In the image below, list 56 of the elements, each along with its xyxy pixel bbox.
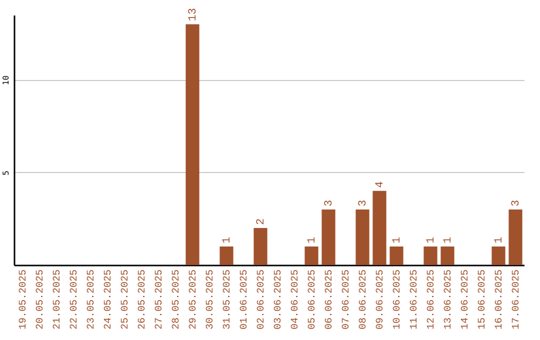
x-tick-label: 16.06.2025 <box>494 270 506 330</box>
x-tick-label: 03.06.2025 <box>274 270 284 330</box>
x-tick-label: 22.05.2025 <box>70 270 80 330</box>
x-tick-label: 23.05.2025 <box>86 270 98 330</box>
x-tick-label: 20.05.2025 <box>36 270 46 330</box>
bar <box>220 246 234 265</box>
bar <box>304 246 318 265</box>
x-tick-label: 09.06.2025 <box>376 270 386 330</box>
x-tick-label: 25.05.2025 <box>120 270 132 330</box>
data-label: 3 <box>358 200 370 206</box>
x-tick-label: 05.06.2025 <box>308 270 318 330</box>
x-tick-label: 11.06.2025 <box>410 270 420 330</box>
x-tick-label: 31.05.2025 <box>222 270 234 330</box>
data-label: 1 <box>442 236 454 244</box>
data-label: 3 <box>510 200 522 206</box>
x-tick-label: 14.06.2025 <box>460 270 472 330</box>
bar <box>424 246 438 265</box>
y-tick-label: 5 <box>2 170 10 176</box>
bar <box>390 246 404 265</box>
x-tick-label: 13.06.2025 <box>444 270 454 330</box>
x-tick-label: 08.06.2025 <box>358 270 370 330</box>
data-label: 13 <box>188 8 200 22</box>
data-label: 1 <box>222 236 234 244</box>
data-label: 4 <box>374 180 386 188</box>
data-label: 1 <box>306 236 318 244</box>
x-tick-label: 04.06.2025 <box>290 270 302 330</box>
x-tick-label: 01.06.2025 <box>240 270 250 330</box>
x-tick-label: 30.05.2025 <box>206 270 216 330</box>
x-tick-label: 06.06.2025 <box>324 270 336 330</box>
bar <box>186 24 200 265</box>
x-tick-label: 24.05.2025 <box>104 270 114 330</box>
x-tick-label: 21.05.2025 <box>52 270 64 330</box>
x-tick-label: 28.05.2025 <box>172 270 182 330</box>
x-tick-label: 29.05.2025 <box>188 270 200 330</box>
x-tick-label: 17.06.2025 <box>512 270 522 330</box>
x-tick-label: 07.06.2025 <box>342 270 352 330</box>
y-tick-label: 10 <box>2 75 10 86</box>
x-tick-label: 26.05.2025 <box>138 270 148 330</box>
data-label: 3 <box>324 200 336 206</box>
x-tick-label: 02.06.2025 <box>256 270 268 330</box>
x-tick-label: 27.05.2025 <box>154 270 166 330</box>
bar <box>254 228 268 265</box>
bar <box>492 246 506 265</box>
x-tick-label: 10.06.2025 <box>392 270 404 330</box>
data-label: 1 <box>392 236 404 244</box>
bar <box>440 246 454 265</box>
bar <box>356 209 370 265</box>
data-label: 1 <box>426 236 438 244</box>
bar <box>372 190 386 265</box>
data-label: 2 <box>256 218 268 225</box>
bar <box>508 209 522 265</box>
x-tick-label: 12.06.2025 <box>426 270 438 330</box>
x-tick-label: 19.05.2025 <box>18 270 30 330</box>
x-tick-label: 15.06.2025 <box>478 270 488 330</box>
bar <box>322 209 336 265</box>
data-label: 1 <box>494 236 506 244</box>
